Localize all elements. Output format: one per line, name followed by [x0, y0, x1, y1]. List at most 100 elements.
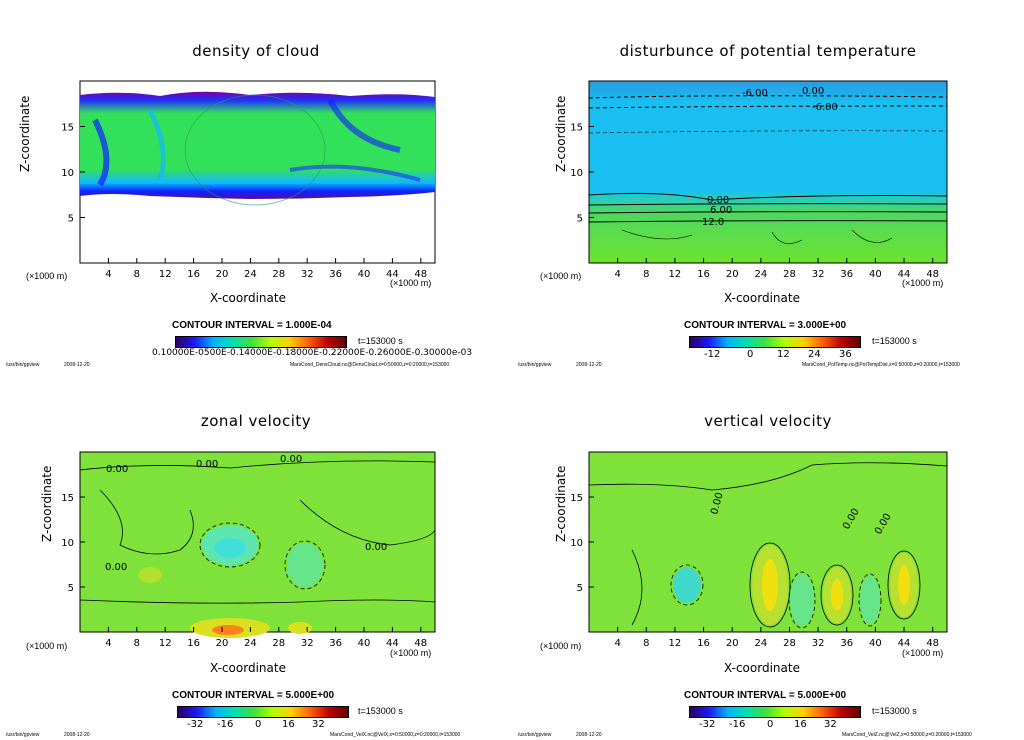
contour-label: -6.00 — [812, 102, 838, 113]
y-tick-label: 5 — [577, 583, 583, 594]
colorbar-tick: 0 — [767, 719, 773, 730]
x-tick-label: 32 — [301, 638, 314, 649]
contour-label: 0.00 — [802, 86, 824, 97]
x-unit-label: (×1000 m) — [902, 648, 943, 658]
x-tick-label: 4 — [105, 638, 111, 649]
colorbar — [175, 336, 347, 348]
contour-interval: CONTOUR INTERVAL = 5.000E+00 — [172, 690, 334, 701]
x-tick-label: 28 — [783, 638, 796, 649]
x-tick-label: 12 — [159, 638, 172, 649]
colorbar-tick: -16 — [729, 719, 745, 730]
plot-svg: 0.00 0.00 0.00 4 8 12 16 20 24 28 32 36 40 44 48 51… — [512, 370, 1024, 740]
contour-label: 0.00 — [105, 562, 127, 573]
x-tick-label: 28 — [272, 638, 285, 649]
colorbar-tick: 24 — [808, 349, 821, 360]
x-tick-label: 24 — [754, 638, 767, 649]
x-tick-label: 12 — [159, 269, 172, 280]
colorbar-tick: 32 — [824, 719, 837, 730]
time-label: t=153000 s — [358, 336, 403, 346]
date-label: 2008-12-20 — [64, 732, 90, 738]
colorbar-tick: 0 — [747, 349, 753, 360]
x-tick-label: 8 — [134, 269, 140, 280]
contour-label: 0.00 — [196, 459, 218, 470]
date-label: 2008-12-20 — [576, 732, 602, 738]
file-footer: MarsCond_PotTemp.nc@PotTempDist,x=0:5000… — [802, 362, 960, 368]
contour-label: 0.00 — [365, 542, 387, 553]
x-tick-label: 40 — [869, 638, 882, 649]
time-label: t=153000 s — [872, 336, 917, 346]
x-tick-label: 40 — [869, 269, 882, 280]
program-path: /usr/bin/gpview — [6, 732, 39, 738]
plot-svg: -6.00 0.00 -6.00 0.00 6.00 12.0 4 8 12 16 20… — [512, 0, 1024, 370]
colorbar-tick: -12 — [704, 349, 720, 360]
date-label: 2008-12-20 — [576, 362, 602, 368]
field-blob — [673, 567, 701, 603]
colorbar-tick: 0 — [255, 719, 261, 730]
file-footer: MarsCond_VelZ.nc@VelZ,x=0:50000,z=0:2000… — [842, 732, 972, 738]
field-blob — [212, 625, 244, 635]
panel-vertical-velocity: vertical velocity 0.00 0.00 0.00 4 8 12 16 2… — [512, 370, 1024, 740]
y-unit-label: (×1000 m) — [540, 641, 581, 651]
colorbar-tick: -32 — [699, 719, 715, 730]
x-tick-label: 36 — [840, 269, 853, 280]
x-axis-label: X-coordinate — [724, 291, 800, 305]
x-tick-label: 36 — [329, 269, 342, 280]
y-tick-label: 10 — [570, 538, 583, 549]
x-tick-label: 16 — [187, 638, 200, 649]
x-unit-label: (×1000 m) — [902, 278, 943, 288]
y-tick-label: 15 — [570, 493, 583, 504]
y-unit-label: (×1000 m) — [26, 641, 67, 651]
x-tick-label: 32 — [812, 638, 825, 649]
x-axis-label: X-coordinate — [210, 291, 286, 305]
plot-svg: 0.00 0.00 0.00 0.00 0.00 4 8 12 16 20 24 28 32 3… — [0, 370, 512, 740]
y-axis-label: Z-coordinate — [554, 466, 568, 542]
colorbar-tick: 16 — [794, 719, 807, 730]
x-tick-label: 28 — [783, 269, 796, 280]
x-tick-label: 12 — [669, 638, 682, 649]
x-tick-label: 36 — [840, 638, 853, 649]
x-tick-label: 24 — [244, 638, 257, 649]
x-tick-label: 32 — [301, 269, 314, 280]
x-tick-label: 12 — [669, 269, 682, 280]
x-axis-label: X-coordinate — [210, 661, 286, 675]
y-tick-label: 15 — [61, 123, 74, 134]
field-blob — [898, 565, 910, 605]
y-tick-label: 10 — [61, 168, 74, 179]
field-blob — [860, 576, 880, 624]
y-unit-label: (×1000 m) — [26, 271, 67, 281]
colorbar-tick: 36 — [839, 349, 852, 360]
x-tick-label: 28 — [272, 269, 285, 280]
x-tick-label: 16 — [697, 269, 710, 280]
y-axis-label: Z-coordinate — [18, 96, 32, 172]
contour-interval: CONTOUR INTERVAL = 3.000E+00 — [684, 320, 846, 331]
x-tick-label: 8 — [643, 269, 649, 280]
y-axis-label: Z-coordinate — [40, 466, 54, 542]
colorbar-tick: -16 — [217, 719, 233, 730]
x-tick-label: 4 — [614, 269, 620, 280]
contour-label: 0.00 — [106, 464, 128, 475]
field-blob — [287, 543, 323, 587]
x-unit-label: (×1000 m) — [390, 648, 431, 658]
field-blob — [762, 559, 778, 611]
file-footer: MarsCond_DensCloud.nc@DensCloud,x=0:5000… — [290, 362, 449, 368]
x-tick-label: 16 — [187, 269, 200, 280]
x-tick-label: 4 — [614, 638, 620, 649]
colorbar-tick: -32 — [187, 719, 203, 730]
panel-density-of-cloud: density of cloud 4 8 12 16 20 24 28 32 36 40 44 48 … — [0, 0, 512, 370]
x-tick-label: 20 — [216, 638, 229, 649]
time-label: t=153000 s — [872, 706, 917, 716]
colorbar-labels: 0.10000E-0500E-0.14000E-0.18000E-0.22000… — [152, 348, 472, 358]
y-unit-label: (×1000 m) — [540, 271, 581, 281]
y-tick-label: 10 — [61, 538, 74, 549]
field-blob — [790, 574, 814, 626]
contour-label: 12.0 — [702, 217, 724, 228]
y-tick-label: 5 — [68, 583, 74, 594]
y-tick-label: 15 — [61, 493, 74, 504]
x-tick-label: 40 — [358, 269, 371, 280]
x-tick-label: 4 — [105, 269, 111, 280]
x-tick-label: 40 — [358, 638, 371, 649]
field-blob — [214, 538, 246, 558]
plot-frame — [589, 81, 947, 263]
file-footer: MarsCond_VelX.nc@VelX,x=0:50000,z=0:2000… — [330, 732, 460, 738]
